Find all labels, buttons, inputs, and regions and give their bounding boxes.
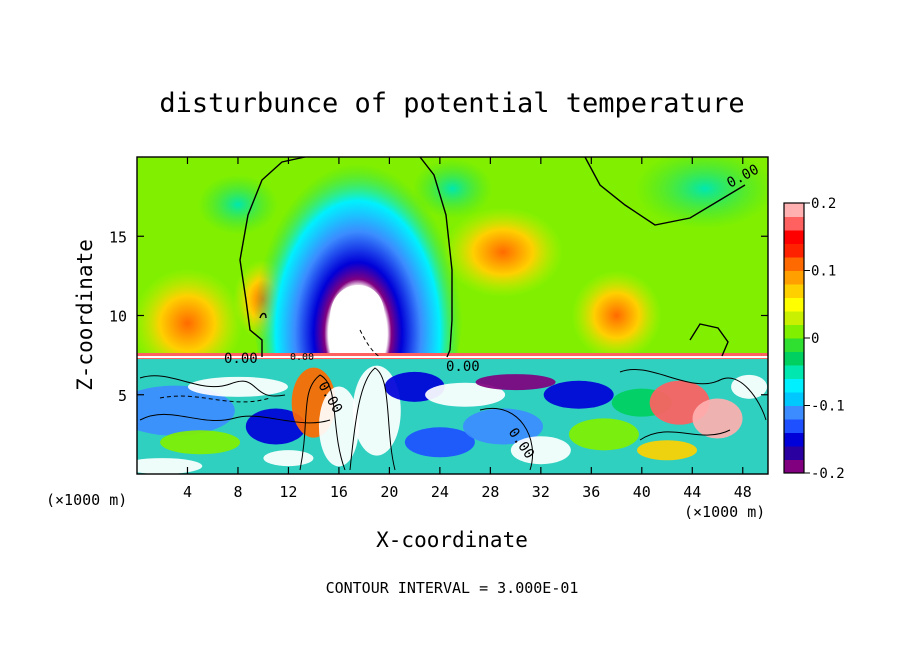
contour-line xyxy=(359,329,381,358)
contour-line xyxy=(239,157,306,357)
anomaly-cell xyxy=(137,458,203,474)
x-tick-label: 24 xyxy=(431,483,449,501)
colorbar-swatch xyxy=(784,324,804,339)
chart-title: disturbunce of potential temperature xyxy=(159,88,744,119)
anomaly-cell xyxy=(543,380,614,409)
colorbar-swatch xyxy=(784,392,804,406)
x-axis: 4 8 12 16 20 24 28 32 36 40 44 48 xyxy=(183,157,752,501)
lower-layer-anomalies xyxy=(137,365,768,474)
y-axis-label: Z-coordinate xyxy=(73,239,97,391)
colorbar-swatch xyxy=(784,378,804,393)
colorbar-swatch xyxy=(784,284,804,298)
x-tick-label: 12 xyxy=(279,483,297,501)
colorbar-tick-label: 0.1 xyxy=(811,264,836,280)
anomaly-core xyxy=(330,285,385,357)
colorbar-swatch xyxy=(784,338,804,352)
x-tick-label: 32 xyxy=(532,483,550,501)
colorbar-swatch xyxy=(784,257,804,271)
y-tick-label: 15 xyxy=(109,228,127,246)
anomaly-cell xyxy=(510,436,571,465)
interface-line xyxy=(137,356,768,358)
colorbar-swatch xyxy=(784,216,804,231)
x-tick-label: 8 xyxy=(233,483,242,501)
contour-label: 0.00 xyxy=(446,359,480,375)
colorbar-swatch xyxy=(784,432,804,447)
contour-line xyxy=(689,323,729,357)
colorbar-tick-label: -0.2 xyxy=(811,466,845,482)
x-tick-label: 44 xyxy=(683,483,701,501)
contour-label: 0.00 xyxy=(290,352,314,363)
colorbar-swatch xyxy=(784,365,804,379)
colorbar-swatch xyxy=(784,297,804,312)
anomaly-cell xyxy=(637,440,698,461)
colorbar-swatch xyxy=(784,459,804,474)
zero-contours xyxy=(239,157,746,358)
colorbar-swatch xyxy=(784,243,804,258)
contour-line xyxy=(419,157,453,358)
colorbar-swatch xyxy=(784,419,804,433)
x-tick-label: 4 xyxy=(183,483,192,501)
anomaly-cell xyxy=(245,408,306,445)
anomaly-cell xyxy=(692,398,743,439)
y-tick-label: 5 xyxy=(118,387,127,405)
z-unit-label: (×1000 m) xyxy=(46,491,127,509)
colorbar-swatch xyxy=(784,270,804,285)
x-tick-label: 48 xyxy=(734,483,752,501)
anomaly-cell xyxy=(462,408,543,445)
y-tick-label: 10 xyxy=(109,308,127,326)
contour-line xyxy=(139,413,331,424)
colorbar-tick-label: 0 xyxy=(811,331,819,347)
contour-line xyxy=(584,157,746,226)
contour-line xyxy=(639,429,731,441)
colorbar-tick-label: 0.2 xyxy=(811,196,836,212)
anomaly-cell xyxy=(187,376,288,397)
anomaly-cell xyxy=(442,207,563,298)
anomaly-cell xyxy=(634,157,768,229)
contour-line xyxy=(299,374,346,471)
colorbar-tick-label: -0.1 xyxy=(811,399,845,415)
x-tick-label: 36 xyxy=(582,483,600,501)
contour-line xyxy=(139,375,286,397)
colorbar-swatch xyxy=(784,405,804,420)
contour-line xyxy=(349,367,396,471)
anomaly-cell xyxy=(137,268,243,379)
x-tick-label: 28 xyxy=(481,483,499,501)
colorbar-swatch xyxy=(784,311,804,325)
contour-line xyxy=(619,369,767,421)
contour-label: 0.00 xyxy=(224,351,258,367)
anomaly-cell xyxy=(571,270,662,361)
contour-line xyxy=(159,395,271,403)
x-tick-label: 40 xyxy=(633,483,651,501)
anomaly-cell xyxy=(404,427,475,458)
lower-contours xyxy=(139,329,767,471)
colorbar-swatch xyxy=(784,351,804,366)
anomaly-cell xyxy=(568,418,639,451)
colorbar xyxy=(784,203,804,474)
footer-note: CONTOUR INTERVAL = 3.000E-01 xyxy=(326,579,579,597)
colorbar-swatch xyxy=(784,230,804,244)
anomaly-cell xyxy=(475,374,556,391)
plot-area xyxy=(137,157,768,474)
y-axis: 5 10 15 xyxy=(109,228,768,405)
x-tick-label: 16 xyxy=(330,483,348,501)
colorbar-swatch xyxy=(784,203,804,217)
anomaly-cell xyxy=(731,374,768,399)
anomaly-cell xyxy=(318,386,359,467)
x-unit-label: (×1000 m) xyxy=(684,503,765,521)
colorbar-swatch xyxy=(784,446,804,460)
anomaly-cell xyxy=(160,430,241,455)
anomaly-cell xyxy=(425,382,506,407)
contour-line xyxy=(479,407,534,471)
x-tick-label: 20 xyxy=(380,483,398,501)
x-axis-label: X-coordinate xyxy=(376,528,528,552)
anomaly-cell xyxy=(263,450,314,467)
colorbar-ticks: 0.2 0.1 0 -0.1 -0.2 xyxy=(804,196,845,482)
contour-line xyxy=(259,312,267,319)
